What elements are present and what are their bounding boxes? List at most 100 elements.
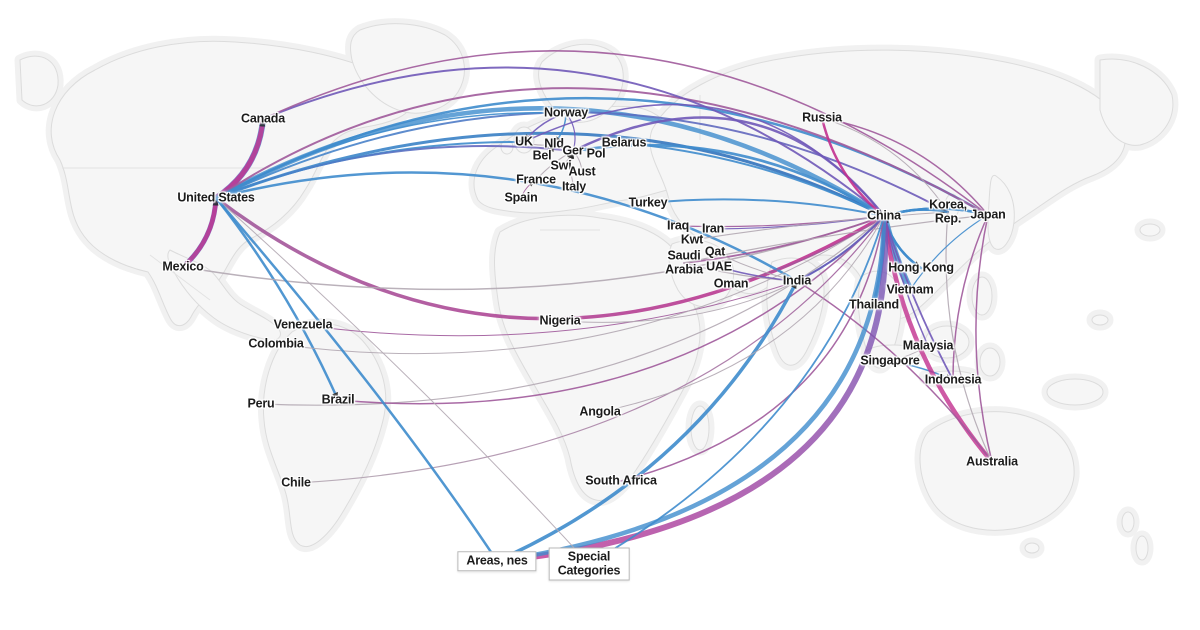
flow-uk-china [523, 103, 885, 217]
landmass [766, 257, 825, 366]
country-label-hongkong[interactable]: Hong Kong [888, 260, 954, 275]
landmass [987, 174, 1015, 250]
country-label-russia[interactable]: Russia [802, 110, 842, 125]
flow-us-areasnes [214, 196, 499, 563]
flow-turkey-china [647, 198, 885, 217]
country-label-saudi[interactable]: Saudi Arabia [665, 248, 703, 276]
flow-colombia-china [275, 215, 885, 355]
country-label-venezuela[interactable]: Venezuela [273, 317, 333, 332]
flow-kwt-korea [691, 211, 949, 241]
country-label-canada[interactable]: Canada [241, 111, 285, 126]
flow-australia-japan [975, 214, 993, 463]
flow-spain-france [520, 179, 537, 199]
country-label-chile[interactable]: Chile [281, 475, 311, 490]
country-label-italy[interactable]: Italy [561, 179, 587, 194]
flow-china-areasnes [494, 213, 888, 564]
country-label-special[interactable]: Special Categories [548, 547, 630, 581]
country-label-kwt[interactable]: Kwt [680, 232, 704, 247]
country-label-iran[interactable]: Iran [701, 221, 725, 236]
country-label-areasnes[interactable]: Areas, nes [457, 551, 537, 571]
flow-australia-korea [945, 211, 993, 463]
country-label-australia[interactable]: Australia [966, 454, 1018, 469]
flow-venezuela-india [302, 280, 798, 337]
country-label-spain[interactable]: Spain [504, 190, 538, 205]
flow-japan-us [215, 87, 989, 216]
flow-saudi-china [683, 215, 885, 264]
landmass [262, 323, 387, 547]
flow-saudi-japan [683, 214, 989, 264]
flow-vietnam-japan [909, 214, 989, 291]
country-label-malaysia[interactable]: Malaysia [902, 338, 954, 353]
landmass [167, 249, 281, 341]
flow-canada-china [262, 66, 885, 217]
flow-us-norway [215, 109, 567, 199]
country-label-mexico[interactable]: Mexico [162, 259, 204, 274]
country-label-indonesia[interactable]: Indonesia [924, 372, 982, 387]
island [1091, 314, 1109, 326]
country-label-qat[interactable]: Qat [704, 244, 726, 259]
flow-korea-china [883, 208, 949, 217]
country-label-swi[interactable]: Swi [550, 158, 572, 173]
flow-norway-nld [553, 112, 567, 145]
country-label-us[interactable]: United States [177, 190, 255, 205]
country-label-singapore[interactable]: Singapore [860, 353, 920, 368]
landmass [494, 214, 701, 501]
country-label-china[interactable]: China [867, 208, 901, 223]
flow-angola-china [599, 215, 885, 413]
country-label-vietnam[interactable]: Vietnam [886, 282, 934, 297]
country-label-norway[interactable]: Norway [544, 105, 588, 120]
country-label-brazil[interactable]: Brazil [321, 392, 355, 407]
flow-china-india [796, 215, 885, 282]
country-label-iraq[interactable]: Iraq [666, 218, 690, 233]
island [979, 347, 1001, 377]
landmass [19, 55, 59, 107]
landmass [538, 43, 624, 123]
flow-us-brazil [214, 196, 340, 402]
country-label-nld[interactable]: Nld [544, 136, 564, 151]
flow-swi-ger [560, 150, 574, 167]
flow-nigeria-india [559, 280, 798, 323]
country-label-aust[interactable]: Aust [568, 164, 596, 179]
country-label-turkey[interactable]: Turkey [628, 195, 668, 210]
island [1046, 378, 1104, 406]
country-label-ger[interactable]: Ger [562, 143, 584, 158]
island [1121, 511, 1135, 533]
landmass [1099, 58, 1174, 146]
flow-singapore-malaysia [889, 345, 929, 362]
island [1135, 535, 1149, 561]
flow-russia-japan [821, 117, 989, 216]
country-label-nigeria[interactable]: Nigeria [539, 313, 581, 328]
country-label-angola[interactable]: Angola [579, 404, 621, 419]
flow-brazil-china [337, 215, 885, 405]
country-label-colombia[interactable]: Colombia [248, 336, 304, 351]
country-label-southafrica[interactable]: South Africa [585, 473, 657, 488]
country-label-france[interactable]: France [516, 172, 556, 187]
island [1024, 542, 1040, 554]
flow-areasnes-india [495, 279, 799, 563]
country-label-japan[interactable]: Japan [970, 207, 1006, 222]
country-label-oman[interactable]: Oman [713, 276, 749, 291]
flow-chile-china [295, 215, 885, 484]
flow-southafrica-china [620, 215, 885, 482]
flow-us-ger [215, 145, 574, 199]
flow-us-korea [215, 111, 949, 213]
country-label-uae[interactable]: UAE [706, 259, 732, 274]
country-label-uk[interactable]: UK [515, 134, 533, 149]
country-label-pol[interactable]: Pol [586, 146, 606, 161]
country-label-korea[interactable]: Korea, Rep. [929, 197, 967, 225]
flow-norway-uk [523, 112, 567, 143]
flow-areasnes-china [494, 213, 887, 564]
flow-line-layer [180, 50, 995, 565]
island [971, 276, 993, 316]
flow-ger-china [571, 143, 886, 218]
country-label-thailand[interactable]: Thailand [849, 297, 899, 312]
country-label-peru[interactable]: Peru [247, 396, 275, 411]
flow-singapore-indonesia [889, 360, 954, 381]
flow-mexico-us [180, 195, 219, 270]
country-label-india[interactable]: India [782, 273, 812, 288]
country-label-belarus[interactable]: Belarus [601, 135, 647, 150]
country-label-bel[interactable]: Bel [532, 148, 552, 163]
flow-bel-nld [541, 143, 555, 157]
